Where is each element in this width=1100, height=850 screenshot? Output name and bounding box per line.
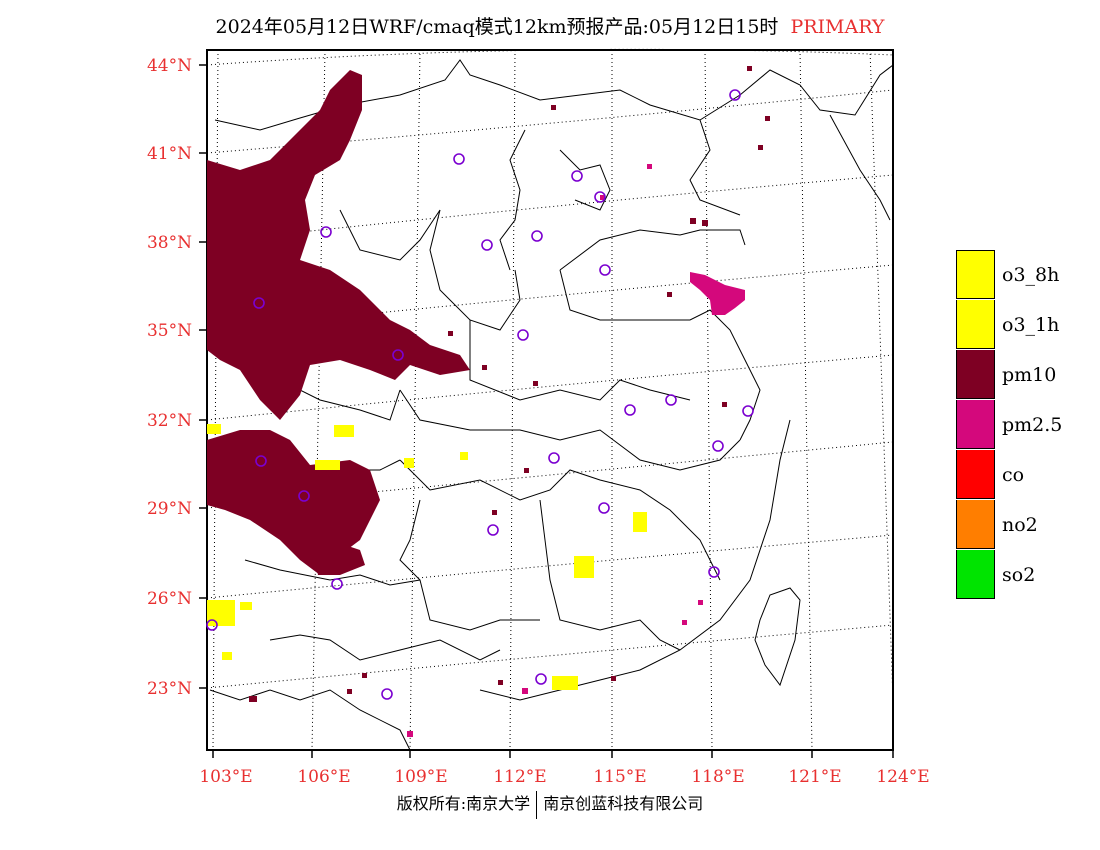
pm25-regions: [690, 272, 745, 315]
legend-swatch: [956, 450, 995, 499]
copyright-right: 南京创蓝科技有限公司: [543, 794, 704, 813]
lon-label: 103°E: [199, 767, 252, 787]
copyright-divider: [536, 790, 538, 819]
province-boundaries: [209, 59, 894, 751]
lat-label: 26°N: [147, 589, 192, 609]
legend-label: o3_1h: [1002, 314, 1060, 336]
legend-swatch: [956, 350, 995, 399]
lat-label: 44°N: [147, 56, 192, 76]
legend-label: o3_8h: [1002, 264, 1060, 286]
lon-label: 118°E: [691, 767, 744, 787]
legend-swatch: [956, 550, 995, 599]
lon-label: 115°E: [593, 767, 646, 787]
lat-label: 38°N: [147, 233, 192, 253]
legend-swatch: [956, 500, 995, 549]
legend-item-so2: so2: [956, 550, 1096, 600]
pm10-stations: [249, 66, 770, 702]
city-markers: [206, 89, 754, 700]
copyright-left: 版权所有:南京大学: [396, 794, 531, 813]
lat-label: 32°N: [147, 411, 192, 431]
legend-item-o3-8h: o3_8h: [956, 250, 1096, 300]
axis-ticks: [199, 64, 894, 758]
legend-item-pm25: pm2.5: [956, 400, 1096, 450]
legend-label: so2: [1002, 564, 1036, 586]
map-title: 2024年05月12日WRF/cmaq模式12km预报产品:05月12日15时 P…: [0, 12, 1100, 39]
lon-axis-labels: 103°E 106°E 109°E 112°E 115°E 118°E 121°…: [199, 767, 929, 787]
pm25-stations: [407, 164, 703, 737]
legend-label: pm10: [1002, 364, 1057, 386]
legend-swatch: [956, 300, 995, 349]
lat-axis-labels: 44°N 41°N 38°N 35°N 32°N 29°N 26°N 23°N: [147, 56, 192, 699]
legend-label: co: [1002, 464, 1025, 486]
lon-label: 106°E: [297, 767, 350, 787]
legend-label: pm2.5: [1002, 414, 1063, 436]
legend-label: no2: [1002, 514, 1038, 536]
lon-label: 112°E: [493, 767, 546, 787]
legend-swatch: [956, 400, 995, 449]
legend-item-no2: no2: [956, 500, 1096, 550]
lat-label: 23°N: [147, 679, 192, 699]
legend-swatch: [956, 250, 995, 299]
copyright: 版权所有:南京大学 南京创蓝科技有限公司: [0, 790, 1100, 819]
legend-item-co: co: [956, 450, 1096, 500]
pollutant-legend: o3_8h o3_1h pm10 pm2.5 co no2 so2: [956, 250, 1096, 600]
lon-label: 124°E: [876, 767, 929, 787]
lat-label: 41°N: [147, 144, 192, 164]
lat-label: 35°N: [147, 321, 192, 341]
legend-item-o3-1h: o3_1h: [956, 300, 1096, 350]
legend-item-pm10: pm10: [956, 350, 1096, 400]
primary-label: PRIMARY: [790, 16, 885, 38]
lon-label: 121°E: [788, 767, 841, 787]
o3-regions: [207, 424, 647, 690]
lat-label: 29°N: [147, 499, 192, 519]
lon-label: 109°E: [394, 767, 447, 787]
title-text: 2024年05月12日WRF/cmaq模式12km预报产品:05月12日15时: [215, 16, 779, 38]
